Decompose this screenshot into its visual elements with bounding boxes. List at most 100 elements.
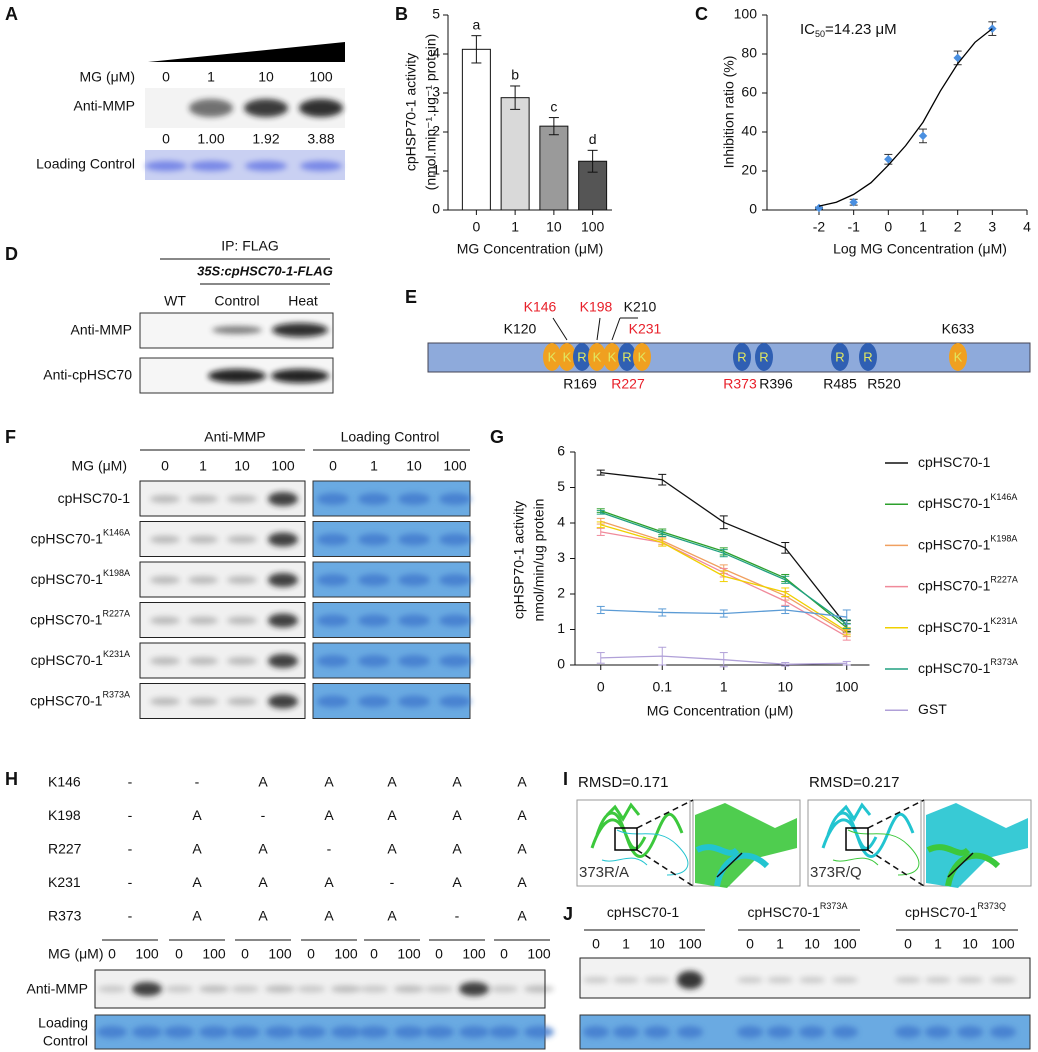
- label: cpHSC70-1K198A: [31, 568, 130, 586]
- label-text: cpHSC70-1: [748, 904, 821, 920]
- blot-band: [832, 977, 858, 983]
- annotation: IC50=14.23 μM: [800, 21, 897, 39]
- blot-band: [212, 326, 262, 334]
- blot-band: [268, 532, 298, 547]
- blot-band: [489, 1026, 519, 1038]
- label: 100: [678, 936, 702, 952]
- blot-band: [358, 655, 390, 667]
- blot-band: [398, 493, 430, 505]
- x-axis-label: Log MG Concentration (μM): [833, 241, 1007, 257]
- y-axis-label: (nmol.min⁻¹.μg⁻¹ protein): [423, 34, 439, 191]
- blot-band: [677, 971, 703, 989]
- label: K: [608, 349, 617, 364]
- zoom-line: [867, 799, 925, 829]
- x-tick-label: 0: [472, 219, 480, 235]
- label: 1.00: [197, 131, 224, 147]
- x-tick-label: 3: [988, 219, 996, 235]
- blot-band: [132, 1026, 162, 1038]
- blot-band: [188, 576, 218, 584]
- blot-band: [268, 613, 298, 628]
- label: MG (μM): [48, 946, 104, 962]
- blot-band: [150, 535, 180, 544]
- label: 10: [804, 936, 820, 952]
- blot-band: [265, 985, 295, 993]
- label: 1: [776, 936, 784, 952]
- label-text: cpHSC70-1: [31, 571, 104, 587]
- blot-band: [98, 985, 126, 993]
- label: IP: FLAG: [221, 238, 279, 254]
- label: Heat: [288, 293, 318, 309]
- y-axis-label: cpHSP70-1 activity: [403, 53, 419, 171]
- label: K198: [48, 807, 81, 823]
- blot-band: [230, 1026, 260, 1038]
- label: Loading Control: [36, 156, 135, 172]
- label: 100: [202, 946, 226, 962]
- residue-label: R227: [611, 376, 645, 392]
- label: 100: [527, 946, 551, 962]
- label: A: [258, 841, 268, 857]
- residue-marker: [588, 343, 606, 371]
- label: 0: [904, 936, 912, 952]
- bar: [539, 125, 569, 211]
- label-text: cpHSC70-1: [918, 577, 991, 593]
- label: 3.88: [307, 131, 334, 147]
- leader-line: [611, 317, 621, 341]
- superscript: K198A: [990, 534, 1017, 544]
- panel-label: E: [405, 287, 417, 307]
- label: A: [387, 774, 397, 790]
- blot-band: [317, 655, 349, 667]
- blot-band: [317, 695, 349, 708]
- label: 373R/Q: [810, 864, 862, 881]
- blot-band: [150, 576, 180, 584]
- label: Anti-cpHSC70: [43, 367, 132, 383]
- blot-band: [799, 977, 825, 983]
- annotation-text: =14.23 μM: [825, 21, 897, 38]
- label: RMSD=0.171: [578, 774, 668, 791]
- superscript: R227A: [990, 575, 1018, 585]
- label: A: [452, 841, 462, 857]
- blot-band: [227, 697, 257, 706]
- label: A: [387, 807, 397, 823]
- blot-band: [799, 1026, 825, 1038]
- label: A: [192, 874, 202, 890]
- blot-band: [245, 161, 287, 171]
- zoom-line: [636, 799, 694, 829]
- blot-band: [317, 533, 349, 546]
- y-tick-label: 3: [432, 84, 440, 100]
- label-text: cpHSC70-1: [918, 454, 991, 470]
- blot-band: [331, 985, 361, 993]
- label: K: [593, 349, 602, 364]
- blot-band: [199, 985, 229, 993]
- residue-label: K633: [942, 321, 975, 337]
- blot-band: [268, 492, 298, 506]
- label: A: [258, 874, 268, 890]
- y-tick-label: 0: [557, 656, 565, 672]
- y-axis-label: nmol/min/ug protein: [531, 499, 547, 622]
- label: K: [638, 349, 647, 364]
- label: R227: [48, 841, 82, 857]
- y-axis-label: Inhibition ratio (%): [721, 56, 737, 169]
- blot-band: [199, 1026, 229, 1038]
- label-text: cpHSC70-1: [918, 536, 991, 552]
- blot-band: [398, 574, 430, 586]
- residue-label: R373: [723, 376, 757, 392]
- blot-band: [439, 533, 471, 546]
- pointer: [947, 852, 974, 878]
- superscript: K231A: [990, 616, 1017, 626]
- y-tick-label: 1: [432, 162, 440, 178]
- x-tick-label: -2: [813, 219, 826, 235]
- label: A: [192, 841, 202, 857]
- label: cpHSC70-1R373Q: [905, 901, 1006, 919]
- y-tick-label: 100: [734, 6, 758, 22]
- blot-band: [268, 694, 298, 709]
- label: A: [452, 774, 462, 790]
- label: A: [258, 774, 268, 790]
- residue-label: K120: [504, 321, 537, 337]
- label: 0: [370, 946, 378, 962]
- blot-band: [439, 695, 471, 708]
- label: A: [192, 807, 202, 823]
- zoom-structure: [695, 803, 797, 888]
- annotation: a: [472, 16, 480, 32]
- blot-band: [677, 1026, 703, 1038]
